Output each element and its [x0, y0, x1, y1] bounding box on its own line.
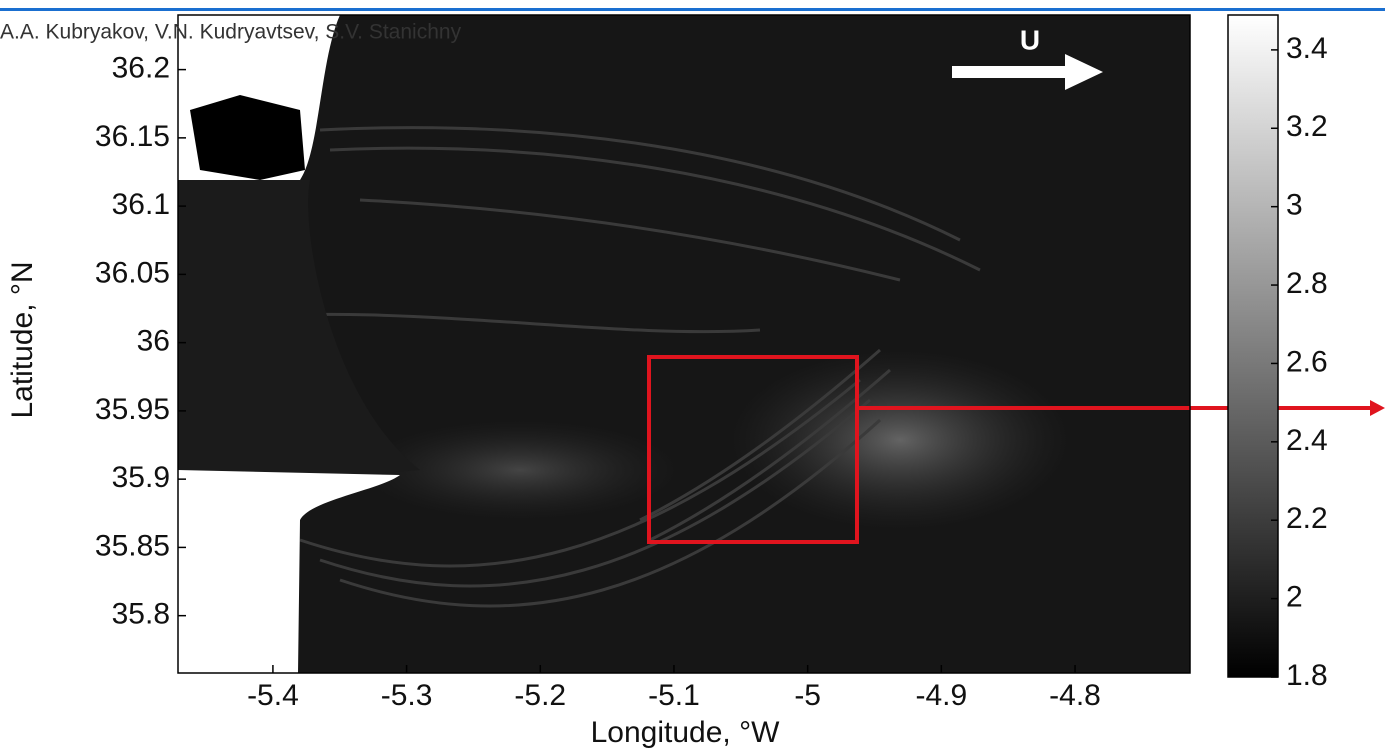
y-tick-label: 36.15: [95, 120, 170, 153]
y-tick-label: 36.05: [95, 256, 170, 289]
y-tick-label: 35.9: [112, 461, 170, 494]
colorbar-tick-label: 2.6: [1286, 345, 1328, 378]
link-underline[interactable]: [0, 8, 1385, 11]
x-tick-label: -5.1: [648, 679, 700, 712]
arrow-label: U: [1020, 24, 1040, 55]
x-tick-label: -5: [794, 679, 821, 712]
colorbar-tick-label: 3: [1286, 189, 1303, 222]
colorbar: [1228, 15, 1278, 677]
y-tick-label: 35.8: [112, 598, 170, 631]
satellite-image: [178, 15, 1190, 673]
x-tick-label: -4.8: [1049, 679, 1101, 712]
colorbar-tick-label: 2.2: [1286, 502, 1328, 535]
y-tick-label: 35.95: [95, 393, 170, 426]
x-tick-label: -4.9: [915, 679, 967, 712]
colorbar-tick-label: 2: [1286, 581, 1303, 614]
y-axis-label: Latitude, °N: [6, 261, 39, 418]
x-tick-label: -5.4: [247, 679, 299, 712]
colorbar-tick-label: 3.2: [1286, 110, 1328, 143]
x-tick-label: -5.3: [381, 679, 433, 712]
x-axis-label: Longitude, °W: [591, 716, 780, 749]
colorbar-tick-label: 2.4: [1286, 424, 1328, 457]
y-tick-label: 36.1: [112, 188, 170, 221]
authors: A.A. Kubryakov, V.N. Kudryavtsev, S.V. S…: [0, 21, 462, 44]
y-tick-label: 36: [137, 325, 170, 358]
colorbar-tick-label: 3.4: [1286, 32, 1328, 65]
colorbar-tick-label: 1.8: [1286, 659, 1328, 692]
figure: U A.A. Kubryakov, V.N. Kudryavtsev, S.V.…: [0, 0, 1385, 750]
colorbar-tick-label: 2.8: [1286, 267, 1328, 300]
x-tick-label: -5.2: [514, 679, 566, 712]
y-tick-label: 35.85: [95, 529, 170, 562]
zoom-arrowhead: [1370, 400, 1385, 416]
y-tick-label: 36.2: [112, 52, 170, 85]
